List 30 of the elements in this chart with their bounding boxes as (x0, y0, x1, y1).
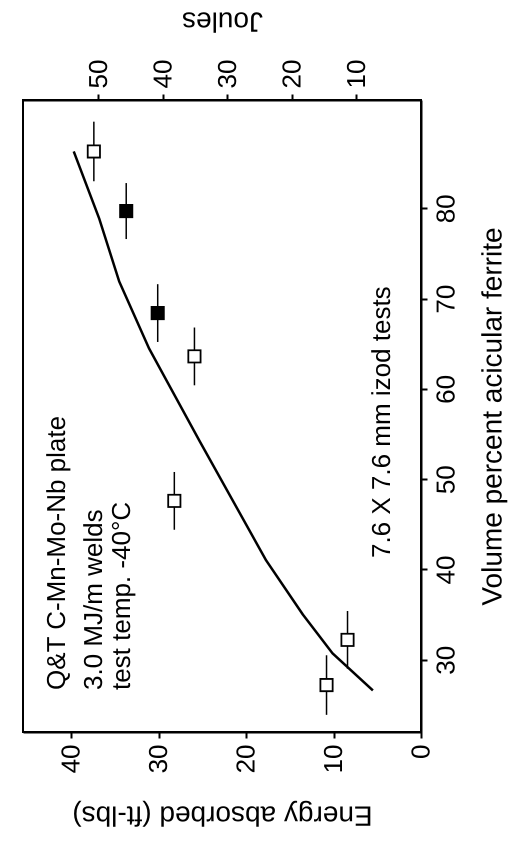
point (119, 204, 134, 218)
x-tick-label: 10 (318, 744, 348, 774)
x-tick-label: 20 (230, 744, 261, 774)
y-tick-label: 30 (430, 646, 460, 675)
y-axis-title: Volume percent acicular ferrite (476, 227, 508, 606)
point (167, 494, 182, 508)
x2-axis-title: Joules (182, 6, 263, 38)
y-tick-label: 60 (430, 374, 460, 404)
y-tick-label: 80 (430, 194, 460, 224)
point (86, 144, 101, 158)
x-tick-label: 30 (143, 744, 174, 774)
point (320, 678, 334, 692)
x2-tick-label: 30 (212, 60, 242, 88)
point (340, 632, 355, 647)
annotation: 7.6 X 7.6 mm izod tests (366, 286, 396, 558)
x2-tick-label: 10 (340, 60, 371, 88)
annotation: test temp. -40°C (106, 502, 136, 690)
y-tick-label: 70 (430, 284, 460, 314)
x2-tick-label: 40 (147, 60, 178, 88)
x2-tick-label: 50 (82, 60, 113, 88)
x-tick-label: 40 (56, 744, 86, 774)
x-axis-title: Energy absorbed (ft-lbs) (72, 800, 373, 832)
y-tick-label: 50 (430, 465, 460, 494)
x-tick-label: 0 (406, 744, 436, 759)
point (187, 349, 202, 364)
annotation: 3.0 MJ/m welds (78, 509, 108, 690)
point (150, 306, 165, 320)
y-tick-label: 40 (430, 556, 460, 584)
x2-tick-label: 20 (276, 60, 306, 88)
annotation: Q&T C-Mn-Mo-Nb plate (41, 416, 71, 690)
